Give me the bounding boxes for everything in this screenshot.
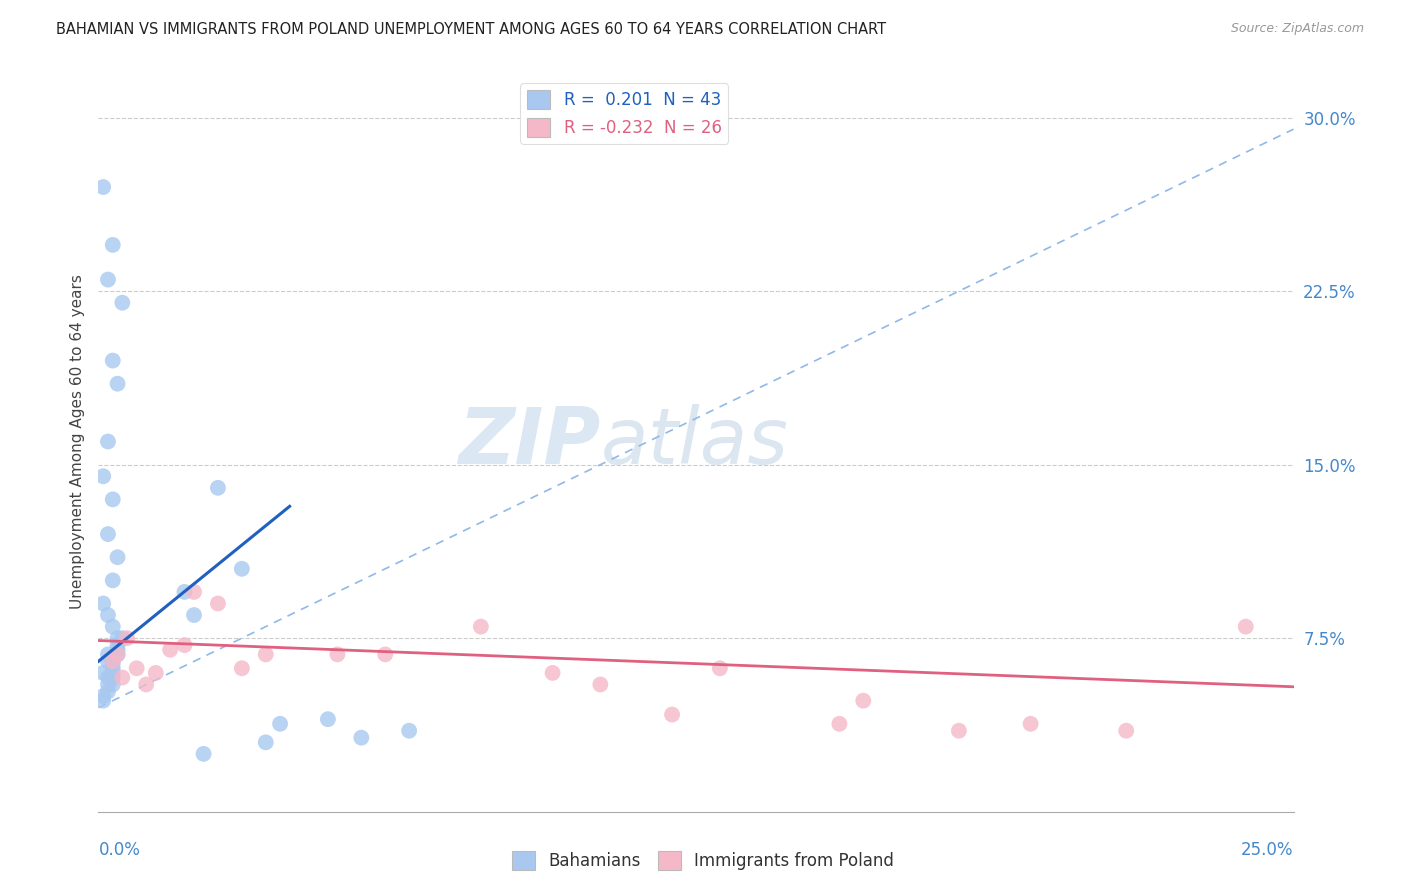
Point [107,642,129,657]
Point [350,731,373,745]
Point [374,648,396,662]
Point [828,716,851,731]
Point [254,648,277,662]
Point [97,671,120,685]
Point [159,642,181,657]
Point [91,689,114,703]
Point [1115,723,1137,738]
Point [948,723,970,738]
Text: 0.0%: 0.0% [98,841,141,859]
Point [107,648,129,662]
Point [111,295,134,310]
Point [97,648,120,662]
Point [145,665,167,680]
Point [97,434,120,449]
Point [97,677,120,691]
Point [101,665,124,680]
Point [135,677,157,691]
Point [193,747,215,761]
Point [254,735,277,749]
Point [589,677,612,691]
Point [1234,619,1257,633]
Point [101,671,124,685]
Point [101,492,124,507]
Text: atlas: atlas [600,403,789,480]
Point [97,272,120,286]
Point [107,631,129,645]
Point [231,661,253,675]
Point [101,574,124,588]
Point [101,353,124,368]
Point [1019,716,1042,731]
Point [125,661,148,675]
Point [91,694,114,708]
Point [316,712,339,726]
Point [207,597,229,611]
Point [207,481,229,495]
Point [115,631,138,645]
Point [470,619,492,633]
Point [541,665,564,680]
Legend: Bahamians, Immigrants from Poland: Bahamians, Immigrants from Poland [505,844,901,877]
Y-axis label: Unemployment Among Ages 60 to 64 years: Unemployment Among Ages 60 to 64 years [69,274,84,609]
Point [97,608,120,623]
Point [107,550,129,565]
Point [101,654,124,668]
Point [101,619,124,633]
Text: ZIP: ZIP [458,403,600,480]
Point [183,585,205,599]
Point [231,562,253,576]
Text: BAHAMIAN VS IMMIGRANTS FROM POLAND UNEMPLOYMENT AMONG AGES 60 TO 64 YEARS CORREL: BAHAMIAN VS IMMIGRANTS FROM POLAND UNEMP… [56,22,886,37]
Point [91,180,114,194]
Point [709,661,731,675]
Legend: R =  0.201  N = 43, R = -0.232  N = 26: R = 0.201 N = 43, R = -0.232 N = 26 [520,83,728,144]
Point [326,648,349,662]
Point [183,608,205,623]
Point [97,654,120,668]
Point [91,665,114,680]
Point [91,597,114,611]
Point [101,657,124,671]
Point [173,638,195,652]
Point [852,694,875,708]
Point [661,707,683,722]
Point [101,661,124,675]
Point [111,671,134,685]
Point [398,723,420,738]
Point [107,638,129,652]
Point [269,716,291,731]
Point [173,585,195,599]
Point [111,631,134,645]
Point [101,238,124,252]
Point [91,469,114,483]
Point [107,648,129,662]
Point [101,677,124,691]
Text: 25.0%: 25.0% [1241,841,1294,859]
Point [97,684,120,698]
Text: Source: ZipAtlas.com: Source: ZipAtlas.com [1230,22,1364,36]
Point [107,376,129,391]
Point [97,527,120,541]
